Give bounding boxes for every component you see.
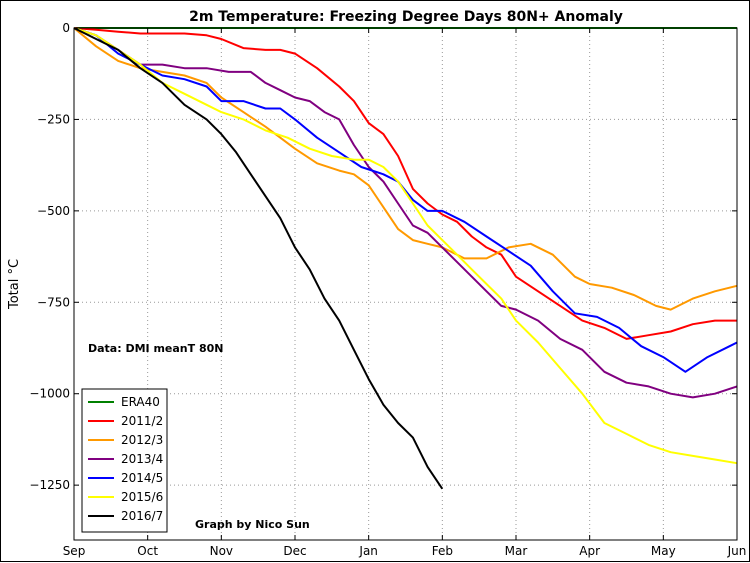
x-tick-label: Jan: [358, 544, 378, 558]
y-axis-label: Total °C: [7, 259, 22, 310]
chart-title: 2m Temperature: Freezing Degree Days 80N…: [189, 9, 623, 25]
legend-label-2012-3: 2012/3: [121, 433, 163, 447]
legend-label-2013-4: 2013/4: [121, 452, 163, 466]
legend: ERA40 2011/2 2012/3 2013/4 2014/5 2015/6 2016/…: [81, 388, 168, 533]
series-line-2016-7: [73, 27, 444, 490]
x-tick-label: Jun: [727, 544, 747, 558]
series-line-2014-5: [73, 27, 738, 373]
y-tick-label: −750: [37, 295, 70, 309]
y-tick-label: −1000: [29, 387, 70, 401]
y-tick-label: −1250: [29, 478, 70, 492]
x-tick-label: Dec: [283, 544, 306, 558]
plot-area-border: [73, 27, 738, 541]
y-tick-label: −250: [37, 112, 70, 126]
y-tick-label: −500: [37, 204, 70, 218]
x-tick-label: Sep: [63, 544, 86, 558]
x-tick-label: Mar: [505, 544, 528, 558]
annotation-data-source: Data: DMI meanT 80N: [88, 342, 224, 355]
annotation-credit: Graph by Nico Sun: [195, 518, 310, 531]
x-tick-label: May: [651, 544, 676, 558]
legend-label-2016-7: 2016/7: [121, 509, 163, 523]
series-line-2012-3: [73, 27, 738, 311]
series-lines: [73, 27, 738, 490]
x-tick-label: Oct: [137, 544, 158, 558]
legend-label-2015-6: 2015/6: [121, 490, 163, 504]
series-line-2011-2: [73, 27, 737, 340]
legend-label-2014-5: 2014/5: [121, 471, 163, 485]
axis-ticks: Sep Oct Nov Dec Jan Feb Mar Apr May Jun 0 −250 −500 −…: [29, 21, 746, 558]
legend-label-2011-2: 2011/2: [121, 414, 163, 428]
series-line-2013-4: [73, 27, 738, 399]
y-tick-label: 0: [62, 21, 70, 35]
legend-box: [81, 388, 168, 533]
x-tick-label: Feb: [432, 544, 453, 558]
x-tick-label: Nov: [210, 544, 233, 558]
x-tick-label: Apr: [579, 544, 600, 558]
series-line-2015-6: [73, 27, 738, 465]
grid-lines: [74, 28, 737, 540]
legend-label-era40: ERA40: [121, 395, 160, 409]
